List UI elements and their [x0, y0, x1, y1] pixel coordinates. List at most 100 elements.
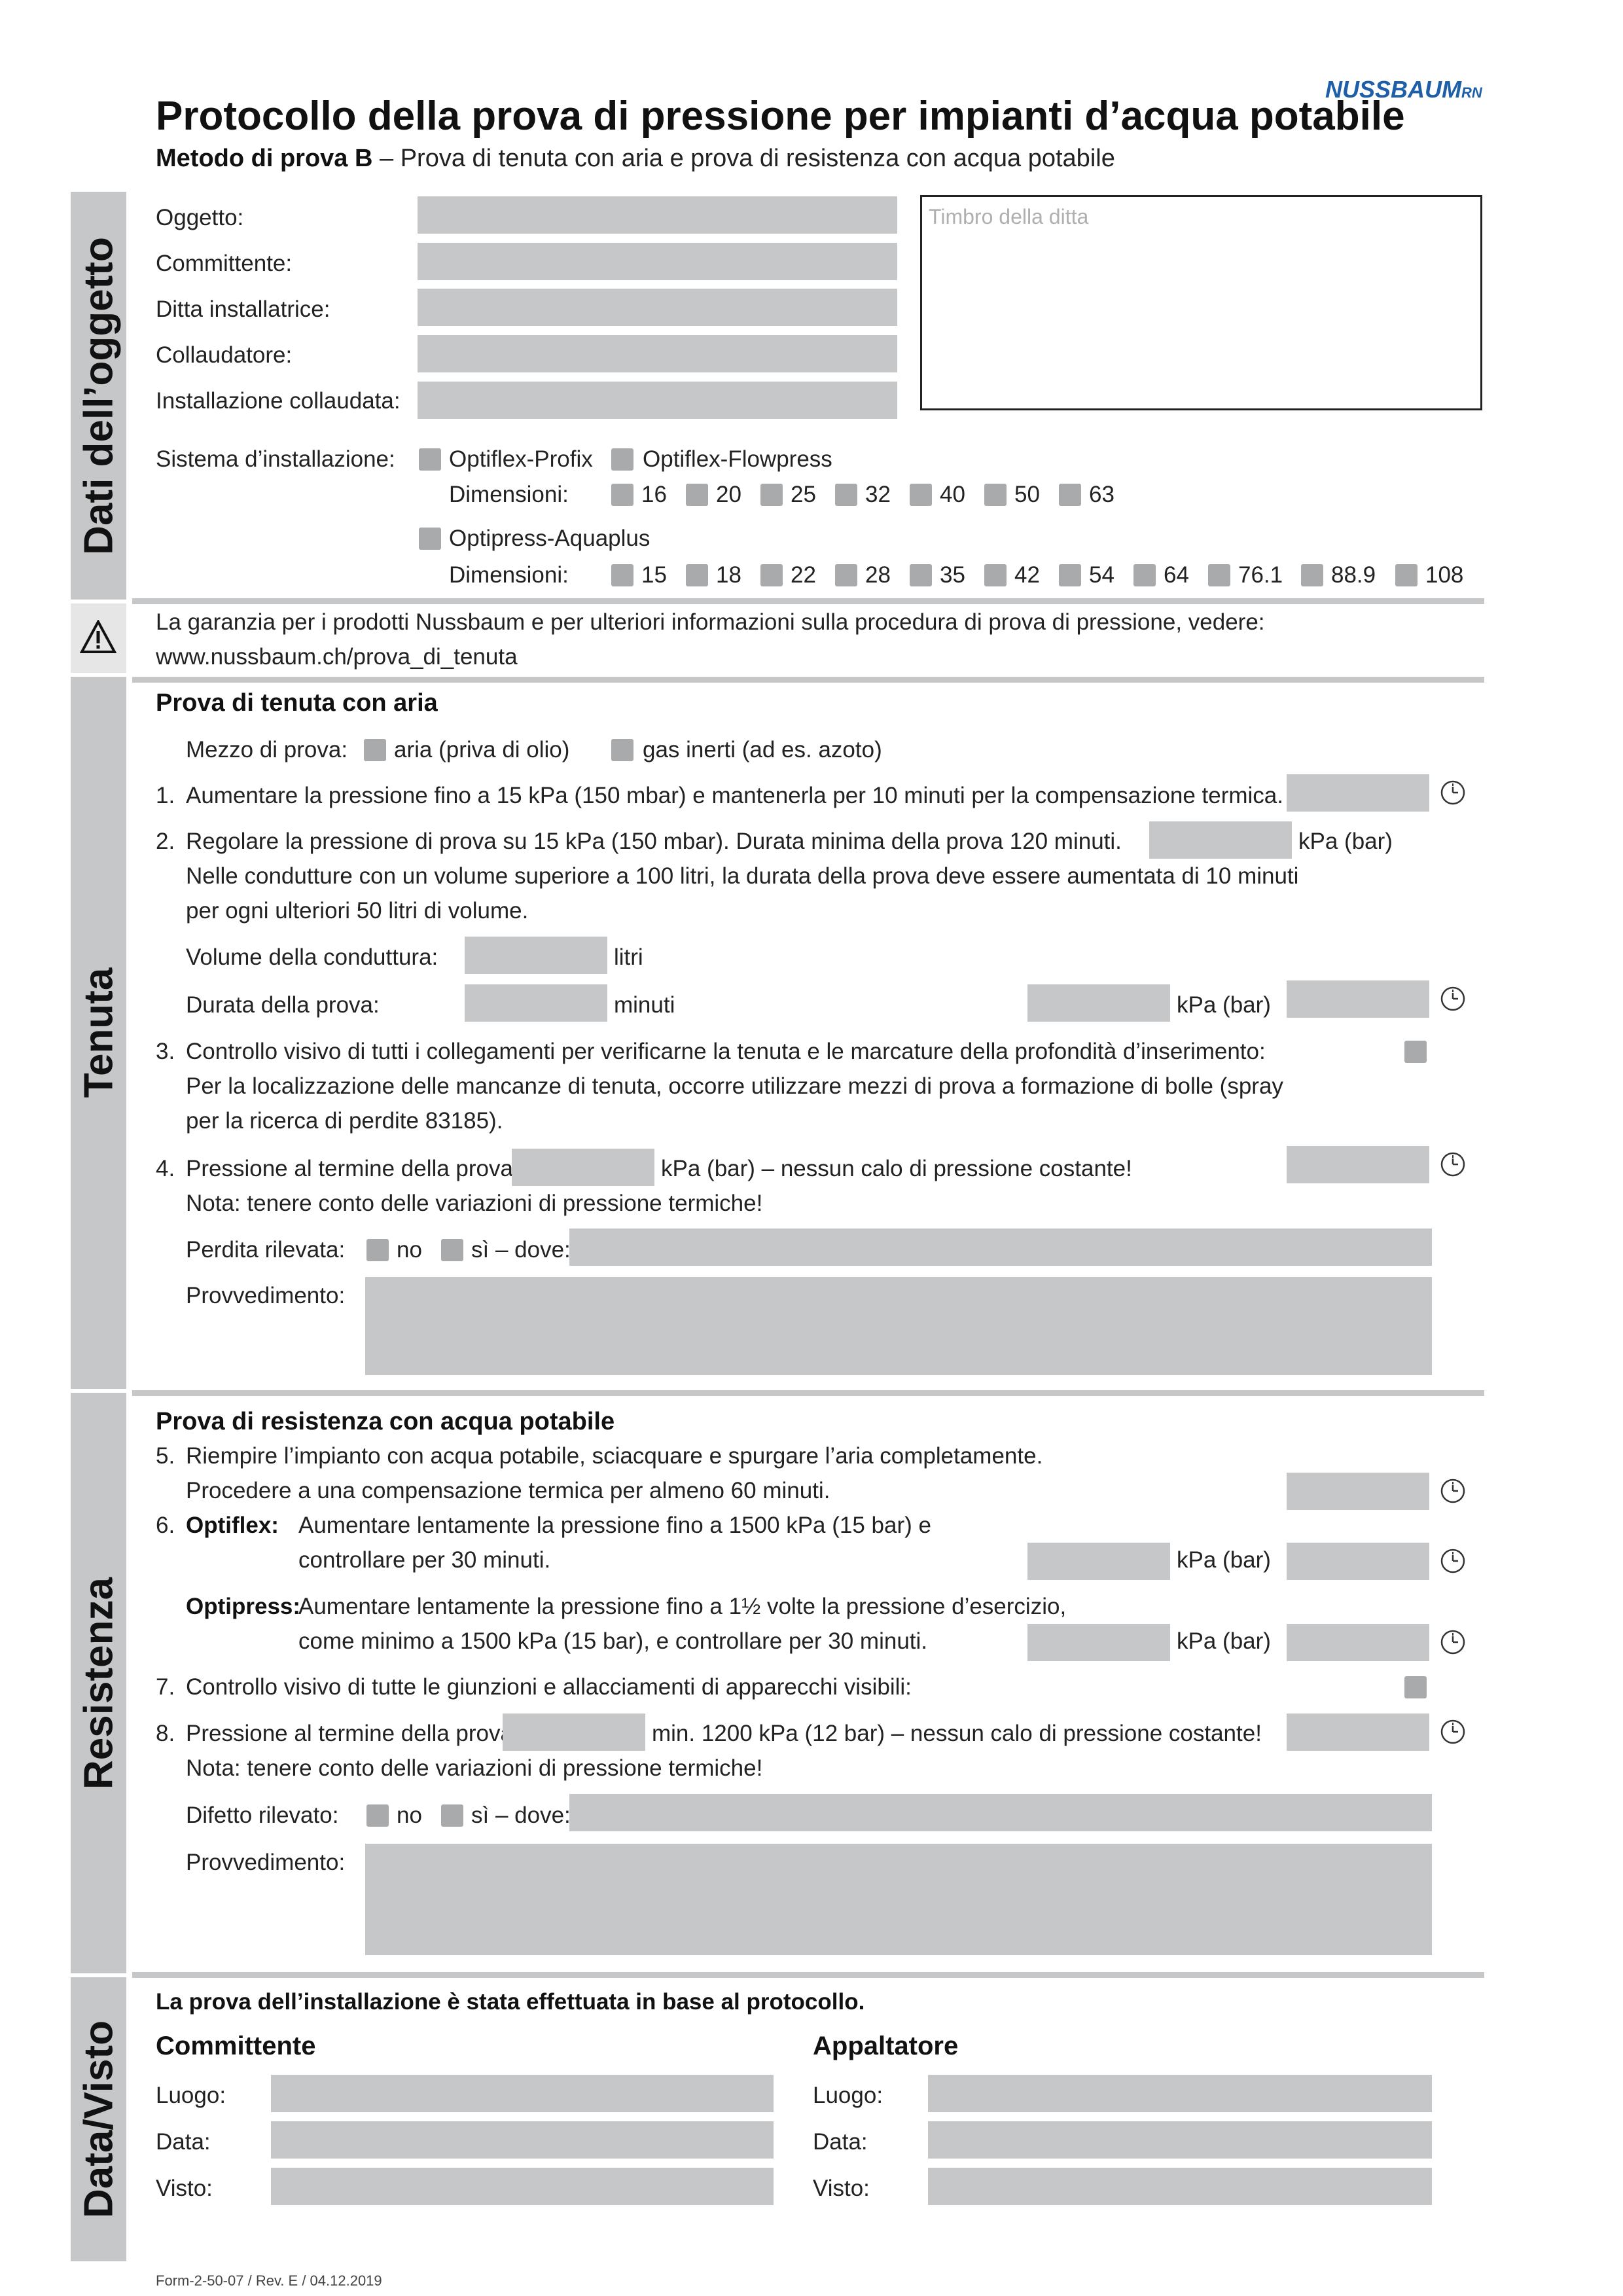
optiflex-size-checkbox[interactable]	[910, 484, 932, 506]
step6b-time-field[interactable]	[1287, 1624, 1429, 1661]
optipress-size-label: 28	[865, 562, 891, 588]
optipress-checkbox[interactable]	[419, 528, 441, 550]
committente-data-field[interactable]	[271, 2121, 774, 2159]
optipress-size-checkbox[interactable]	[1395, 564, 1418, 586]
optipress-size-checkbox[interactable]	[910, 564, 932, 586]
oggetto-field[interactable]	[418, 196, 897, 234]
installazione-field[interactable]	[418, 382, 897, 419]
appaltatore-visto-field[interactable]	[928, 2168, 1432, 2205]
provvedimento-field[interactable]	[365, 1277, 1432, 1375]
step6-time-field[interactable]	[1287, 1543, 1429, 1580]
firma-heading: La prova dell’installazione è stata effe…	[156, 1989, 865, 2015]
difetto-si-checkbox[interactable]	[441, 1804, 463, 1827]
perdita-si-checkbox[interactable]	[441, 1239, 463, 1261]
optipress-label: Optipress-Aquaplus	[449, 526, 651, 551]
durata-field[interactable]	[465, 984, 607, 1022]
step4-pressure-field[interactable]	[512, 1149, 654, 1186]
optiflex-size-checkbox[interactable]	[760, 484, 783, 506]
difetto-no-label: no	[397, 1803, 422, 1828]
perdita-no-checkbox[interactable]	[366, 1239, 389, 1261]
optipress-size-checkbox[interactable]	[1059, 564, 1081, 586]
step6b-pressure-field[interactable]	[1027, 1624, 1170, 1661]
committente-field[interactable]	[418, 243, 897, 280]
step8-nota: Nota: tenere conto delle variazioni di p…	[186, 1755, 763, 1781]
optiflex-size-checkbox[interactable]	[835, 484, 857, 506]
optiflex-size-checkbox[interactable]	[611, 484, 633, 506]
optipress-size-checkbox[interactable]	[1133, 564, 1156, 586]
perdita-dove-field[interactable]	[569, 1229, 1432, 1266]
durata-pressure-field[interactable]	[1027, 984, 1170, 1022]
durata-time-field[interactable]	[1287, 980, 1429, 1018]
difetto-label: Difetto rilevato:	[186, 1803, 339, 1828]
optiflex-size-label: 20	[716, 482, 741, 507]
appaltatore-heading: Appaltatore	[813, 2032, 959, 2060]
divider	[132, 677, 1484, 683]
section-label-resistenza: Resistenza	[76, 1577, 121, 1789]
perdita-no-label: no	[397, 1237, 422, 1263]
step5-text: Riempire l’impianto con acqua potabile, …	[186, 1443, 1043, 1469]
step5-time-field[interactable]	[1287, 1473, 1429, 1510]
optiflex-size-label: 40	[940, 482, 965, 507]
committente-label: Committente:	[156, 251, 293, 276]
committente-luogo-field[interactable]	[271, 2075, 774, 2112]
installazione-label: Installazione collaudata:	[156, 388, 401, 414]
step4-time-field[interactable]	[1287, 1146, 1429, 1183]
optipress-size-label: 15	[641, 562, 667, 588]
optipress-size-checkbox[interactable]	[984, 564, 1007, 586]
subtitle-method: Metodo di prova B	[156, 145, 373, 172]
litri-label: litri	[614, 944, 643, 970]
optipress-size-checkbox[interactable]	[835, 564, 857, 586]
optipress-size-checkbox[interactable]	[1208, 564, 1230, 586]
difetto-dove-field[interactable]	[569, 1794, 1432, 1831]
mezzo-aria-label: aria (priva di olio)	[394, 737, 570, 762]
collaudatore-field[interactable]	[418, 335, 897, 372]
ditta-field[interactable]	[418, 289, 897, 326]
committente-visto-field[interactable]	[271, 2168, 774, 2205]
kpa-label: kPa (bar)	[1177, 1547, 1271, 1573]
clock-icon	[1440, 1549, 1465, 1573]
optipress-size-checkbox[interactable]	[686, 564, 708, 586]
step3-checkbox[interactable]	[1404, 1041, 1427, 1063]
appaltatore-luogo-field[interactable]	[928, 2075, 1432, 2112]
mezzo-aria-checkbox[interactable]	[364, 739, 386, 761]
mezzo-gas-checkbox[interactable]	[611, 739, 633, 761]
tenuta-heading: Prova di tenuta con aria	[156, 689, 438, 717]
stamp-box[interactable]: Timbro della ditta	[920, 195, 1482, 410]
step6b-text: Aumentare lentamente la pressione fino a…	[298, 1594, 1067, 1619]
step2-pressure-field[interactable]	[1149, 821, 1292, 859]
appaltatore-data-field[interactable]	[928, 2121, 1432, 2159]
optiflex-profix-checkbox[interactable]	[419, 448, 441, 471]
step8-time-field[interactable]	[1287, 1713, 1429, 1751]
divider	[132, 598, 1484, 604]
difetto-no-checkbox[interactable]	[366, 1804, 389, 1827]
optipress-size-checkbox[interactable]	[760, 564, 783, 586]
step-number: 8.	[156, 1721, 175, 1746]
step8-label: Pressione al termine della prova:	[186, 1721, 520, 1746]
kpa-label: kPa (bar)	[1298, 829, 1393, 854]
step-number: 1.	[156, 783, 175, 808]
step6-pressure-field[interactable]	[1027, 1543, 1170, 1580]
step1-time-field[interactable]	[1287, 774, 1429, 812]
committente-data-label: Data:	[156, 2129, 211, 2155]
optipress-size-checkbox[interactable]	[611, 564, 633, 586]
section-bar-resistenza: Resistenza	[71, 1393, 126, 1973]
optipress-size-checkbox[interactable]	[1301, 564, 1323, 586]
step2-text-3: per ogni ulteriori 50 litri di volume.	[186, 898, 529, 924]
optiflex-size-checkbox[interactable]	[686, 484, 708, 506]
page-subtitle: Metodo di prova B – Prova di tenuta con …	[156, 144, 1115, 173]
step2-text: Regolare la pressione di prova su 15 kPa…	[186, 829, 1122, 854]
optiflex-dimensioni-label: Dimensioni:	[449, 482, 569, 507]
step7-checkbox[interactable]	[1404, 1676, 1427, 1698]
section-bar-dati: Dati dell’oggetto	[71, 192, 126, 600]
committente-visto-label: Visto:	[156, 2176, 213, 2201]
step8-pressure-field[interactable]	[503, 1713, 645, 1751]
optiflex-size-checkbox[interactable]	[1059, 484, 1081, 506]
volume-field[interactable]	[465, 937, 607, 974]
committente-luogo-label: Luogo:	[156, 2083, 226, 2108]
warning-link[interactable]: www.nussbaum.ch/prova_di_tenuta	[156, 644, 518, 670]
optiflex-flowpress-checkbox[interactable]	[611, 448, 633, 471]
clock-icon	[1440, 1479, 1465, 1503]
step6-text-2: controllare per 30 minuti.	[298, 1547, 551, 1573]
optiflex-size-checkbox[interactable]	[984, 484, 1007, 506]
provvedimento-field[interactable]	[365, 1844, 1432, 1955]
